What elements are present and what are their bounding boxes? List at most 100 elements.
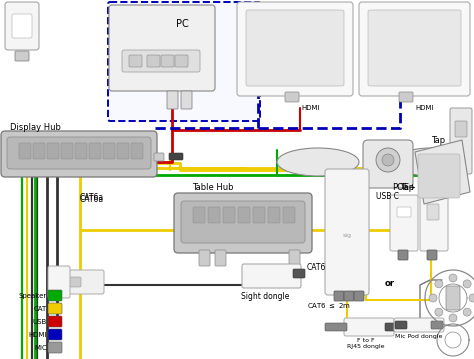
FancyBboxPatch shape — [167, 91, 178, 109]
FancyBboxPatch shape — [368, 10, 461, 86]
FancyBboxPatch shape — [12, 14, 32, 38]
FancyBboxPatch shape — [344, 318, 394, 336]
FancyBboxPatch shape — [48, 316, 62, 327]
FancyBboxPatch shape — [175, 55, 188, 67]
FancyBboxPatch shape — [154, 153, 164, 161]
FancyBboxPatch shape — [208, 207, 220, 223]
FancyBboxPatch shape — [48, 342, 62, 353]
FancyBboxPatch shape — [5, 2, 39, 50]
FancyBboxPatch shape — [103, 143, 115, 159]
FancyBboxPatch shape — [48, 266, 70, 298]
Text: Tap: Tap — [431, 136, 445, 145]
FancyBboxPatch shape — [122, 50, 200, 72]
FancyBboxPatch shape — [47, 143, 59, 159]
FancyBboxPatch shape — [169, 153, 183, 160]
FancyBboxPatch shape — [285, 92, 299, 102]
Text: Sight dongle: Sight dongle — [241, 292, 289, 301]
FancyBboxPatch shape — [48, 329, 62, 340]
FancyBboxPatch shape — [237, 2, 353, 96]
Circle shape — [429, 294, 437, 302]
FancyBboxPatch shape — [1, 131, 157, 177]
FancyBboxPatch shape — [293, 269, 305, 278]
Circle shape — [449, 274, 457, 282]
FancyBboxPatch shape — [399, 92, 413, 102]
Circle shape — [463, 280, 471, 288]
FancyBboxPatch shape — [427, 250, 437, 260]
Text: Speaker: Speaker — [19, 293, 47, 299]
Text: sig: sig — [343, 233, 352, 238]
Ellipse shape — [277, 148, 359, 176]
FancyBboxPatch shape — [131, 143, 143, 159]
Text: USB C: USB C — [376, 192, 400, 201]
Text: Table Hub: Table Hub — [192, 183, 234, 192]
FancyBboxPatch shape — [75, 143, 87, 159]
Text: CAT6 $\leq$ 2m: CAT6 $\leq$ 2m — [307, 300, 351, 309]
Text: Display Hub: Display Hub — [10, 123, 61, 132]
Text: PC: PC — [176, 19, 188, 29]
FancyBboxPatch shape — [390, 195, 418, 251]
FancyBboxPatch shape — [268, 207, 280, 223]
FancyBboxPatch shape — [238, 207, 250, 223]
Circle shape — [469, 294, 474, 302]
Circle shape — [382, 154, 394, 166]
FancyBboxPatch shape — [397, 207, 411, 217]
Ellipse shape — [395, 148, 465, 176]
FancyBboxPatch shape — [385, 323, 397, 331]
FancyBboxPatch shape — [33, 143, 45, 159]
Circle shape — [435, 308, 443, 316]
FancyBboxPatch shape — [7, 137, 151, 169]
FancyBboxPatch shape — [446, 286, 460, 310]
FancyBboxPatch shape — [398, 250, 408, 260]
FancyBboxPatch shape — [117, 143, 129, 159]
Circle shape — [463, 308, 471, 316]
Text: HDMI: HDMI — [301, 105, 319, 111]
FancyBboxPatch shape — [325, 323, 347, 331]
Text: HDMI: HDMI — [28, 332, 47, 338]
FancyBboxPatch shape — [181, 201, 305, 243]
FancyBboxPatch shape — [253, 207, 265, 223]
FancyBboxPatch shape — [455, 121, 467, 137]
FancyBboxPatch shape — [223, 207, 235, 223]
FancyBboxPatch shape — [283, 207, 295, 223]
FancyBboxPatch shape — [418, 154, 460, 198]
FancyBboxPatch shape — [48, 303, 62, 314]
FancyBboxPatch shape — [193, 207, 205, 223]
FancyBboxPatch shape — [48, 290, 62, 301]
FancyBboxPatch shape — [181, 91, 192, 109]
FancyBboxPatch shape — [334, 291, 344, 301]
FancyBboxPatch shape — [395, 321, 407, 329]
FancyBboxPatch shape — [246, 10, 344, 86]
FancyBboxPatch shape — [363, 140, 413, 188]
FancyBboxPatch shape — [19, 143, 31, 159]
FancyBboxPatch shape — [420, 195, 448, 251]
Circle shape — [376, 148, 400, 172]
FancyBboxPatch shape — [215, 250, 226, 266]
FancyBboxPatch shape — [89, 143, 101, 159]
Text: USB: USB — [33, 319, 47, 325]
Text: Mic Pod dongle: Mic Pod dongle — [395, 334, 443, 339]
FancyBboxPatch shape — [199, 250, 210, 266]
FancyBboxPatch shape — [359, 2, 470, 96]
FancyBboxPatch shape — [109, 5, 215, 91]
Text: POE+: POE+ — [392, 183, 416, 192]
FancyBboxPatch shape — [174, 193, 312, 253]
Text: CAT: CAT — [34, 306, 47, 312]
FancyBboxPatch shape — [289, 250, 300, 266]
Text: CAT6a: CAT6a — [80, 196, 104, 205]
FancyBboxPatch shape — [161, 55, 174, 67]
FancyBboxPatch shape — [344, 291, 354, 301]
FancyBboxPatch shape — [147, 55, 160, 67]
FancyBboxPatch shape — [394, 318, 444, 332]
Text: F to F
RJ45 dongle: F to F RJ45 dongle — [347, 338, 385, 349]
Text: HDMI: HDMI — [415, 105, 434, 111]
FancyBboxPatch shape — [61, 143, 73, 159]
FancyBboxPatch shape — [431, 321, 443, 329]
FancyBboxPatch shape — [325, 169, 369, 295]
FancyBboxPatch shape — [108, 2, 260, 121]
FancyBboxPatch shape — [242, 264, 301, 288]
FancyBboxPatch shape — [15, 51, 29, 61]
FancyBboxPatch shape — [427, 204, 439, 220]
Text: or: or — [385, 280, 395, 289]
FancyBboxPatch shape — [67, 277, 81, 287]
Circle shape — [435, 280, 443, 288]
